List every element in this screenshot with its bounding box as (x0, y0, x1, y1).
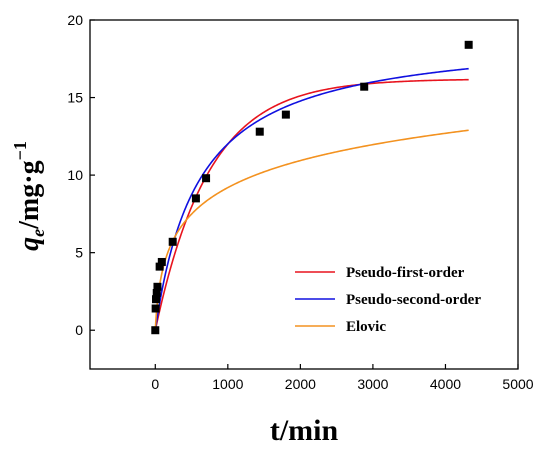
y-tick-label: 20 (67, 12, 83, 28)
data-point (281, 110, 290, 119)
y-axis-title-sub: e (28, 229, 48, 237)
y-axis-title: qe/mg·g−1 (10, 141, 48, 251)
axis-ticks: 0 1000 2000 3000 4000 5000 0 5 10 15 20 (67, 12, 533, 392)
data-point (191, 194, 200, 203)
data-point (152, 295, 161, 304)
data-point (202, 174, 211, 183)
data-point (151, 326, 160, 335)
x-tick-label: 1000 (212, 376, 243, 392)
data-point (360, 82, 369, 91)
data-point (152, 288, 161, 297)
legend-label-pfo: Pseudo-first-order (346, 265, 465, 281)
data-point (155, 262, 164, 271)
data-point (153, 282, 162, 291)
data-point (255, 127, 264, 136)
y-axis-title-unit: /mg·g (14, 160, 45, 229)
y-tick-label: 15 (67, 90, 83, 106)
data-point (464, 40, 473, 49)
x-tick-label: 4000 (430, 376, 461, 392)
plot-frame (89, 19, 519, 370)
data-point (151, 304, 160, 313)
y-axis-title-q: q (14, 237, 45, 251)
x-tick-label: 0 (151, 376, 159, 392)
legend: Pseudo-first-order Pseudo-second-order E… (295, 265, 481, 335)
model-curves (154, 67, 469, 331)
x-tick-label: 3000 (357, 376, 388, 392)
data-point (157, 257, 166, 266)
x-tick-label: 5000 (502, 376, 533, 392)
curve-pfo (154, 78, 469, 331)
y-tick-label: 5 (75, 245, 83, 261)
experimental-points (151, 40, 473, 335)
data-point (168, 237, 177, 246)
x-axis-title: t/min (270, 414, 339, 447)
y-axis-title-sup: −1 (10, 141, 30, 160)
curve-pso (154, 67, 469, 331)
legend-label-pso: Pseudo-second-order (346, 292, 481, 308)
y-tick-label: 10 (67, 167, 83, 183)
x-tick-label: 2000 (285, 376, 316, 392)
legend-label-elovic: Elovic (346, 319, 386, 335)
y-tick-label: 0 (75, 322, 83, 338)
